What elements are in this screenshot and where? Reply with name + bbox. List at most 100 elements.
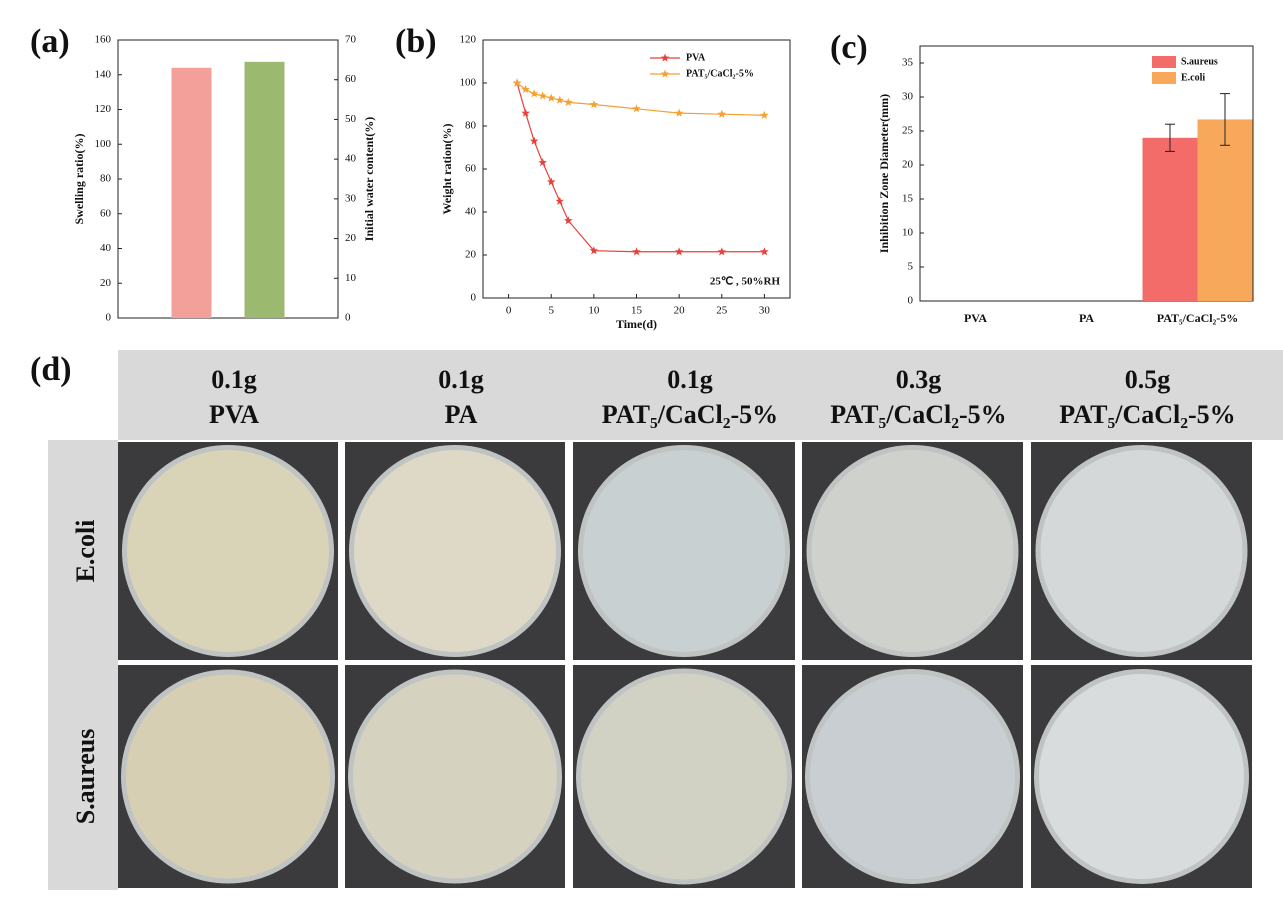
y-tick-label: 35 [902, 57, 914, 69]
column-header: PAT₅/CaCl₂-5% [830, 400, 1006, 429]
point-marker [529, 89, 539, 98]
column-header: PVA [209, 400, 259, 429]
legend-marker [660, 53, 670, 62]
x-axis-label: Time(d) [616, 317, 657, 331]
y2-tick-label: 0 [345, 312, 351, 324]
y-tick-label: 15 [902, 193, 914, 205]
point-marker [760, 110, 769, 119]
y-tick-label: 0 [471, 292, 477, 304]
petri-dish-agar [1040, 450, 1243, 652]
y2-tick-label: 50 [345, 113, 357, 125]
column-header: 0.5g [1125, 365, 1171, 394]
bar [171, 67, 212, 318]
point-marker [760, 247, 769, 256]
y-tick-label: 100 [95, 138, 112, 150]
point-marker [555, 196, 564, 205]
petri-dish-agar [581, 673, 787, 880]
y-tick-label: 140 [95, 68, 112, 80]
point-marker [521, 84, 530, 94]
plot-frame [919, 45, 1254, 302]
y2-axis-label: Initial water content(%) [362, 117, 376, 241]
legend-marker [660, 69, 670, 78]
y-axis-label: Swelling ratio(%) [72, 134, 86, 225]
point-marker [589, 100, 599, 109]
column-header: 0.3g [896, 365, 942, 394]
y-tick-label: 80 [465, 120, 477, 132]
series-line [516, 82, 765, 116]
legend-swatch [1152, 72, 1176, 84]
panel-label: (a) [30, 23, 70, 60]
point-marker [589, 246, 599, 255]
x-tick-label: PA [1079, 311, 1094, 325]
y2-tick-label: 30 [345, 192, 357, 204]
petri-dish-agar [583, 450, 785, 652]
petri-dish-agar [353, 674, 557, 879]
legend-swatch [1152, 56, 1176, 68]
petri-dish-agar [810, 674, 1015, 879]
y-tick-label: 0 [106, 312, 112, 324]
y2-tick-label: 20 [345, 232, 357, 244]
petri-dish-agar [354, 450, 556, 652]
y2-tick-label: 70 [345, 34, 357, 46]
x-tick-label: 20 [674, 305, 686, 317]
x-tick-label: 5 [548, 305, 554, 317]
row-label: E.coli [71, 520, 100, 583]
point-marker [555, 95, 564, 104]
x-tick-label: PVA [964, 311, 987, 325]
y-tick-label: 40 [100, 242, 112, 254]
x-tick-label: 25 [716, 305, 728, 317]
point-marker [521, 108, 530, 117]
panel-label: (d) [30, 351, 72, 388]
x-tick-label: 15 [631, 305, 643, 317]
petri-dish-agar [1039, 674, 1244, 879]
y-tick-label: 60 [100, 207, 112, 219]
bar [1197, 119, 1253, 301]
column-header: 0.1g [667, 365, 713, 394]
y-tick-label: 40 [465, 206, 477, 218]
column-header: PA [445, 400, 478, 429]
point-marker [632, 104, 641, 113]
point-marker [674, 108, 684, 117]
y-tick-label: 80 [100, 173, 112, 185]
series-line [516, 82, 765, 253]
petri-dish-agar [127, 450, 329, 652]
row-label-band [48, 440, 118, 890]
y-tick-label: 20 [465, 249, 477, 261]
point-marker [717, 247, 727, 256]
y-tick-label: 100 [460, 77, 477, 89]
point-marker [564, 216, 573, 225]
y2-tick-label: 40 [345, 153, 357, 165]
column-header: 0.1g [438, 365, 484, 394]
bar [244, 61, 285, 318]
bar [1142, 137, 1198, 301]
y-tick-label: 20 [100, 277, 112, 289]
y-tick-label: 10 [902, 227, 914, 239]
legend-label: S.aureus [1181, 56, 1218, 67]
y-tick-label: 5 [908, 261, 914, 273]
y-tick-label: 30 [902, 91, 914, 103]
y-axis-label: Weight ration(%) [440, 124, 454, 215]
legend-label: E.coli [1181, 72, 1205, 83]
point-marker [538, 91, 547, 100]
point-marker [529, 136, 539, 145]
point-marker [546, 177, 556, 186]
panel-label: (b) [395, 23, 437, 60]
header-band [118, 350, 1283, 440]
error-bar [1165, 123, 1175, 152]
point-marker [674, 247, 684, 256]
point-marker [546, 93, 556, 102]
column-header: PAT₅/CaCl₂-5% [602, 400, 778, 429]
panel-label: (c) [830, 29, 868, 66]
y2-tick-label: 60 [345, 73, 357, 85]
error-bar [1220, 93, 1230, 146]
y-tick-label: 160 [95, 34, 112, 46]
row-label: S.aureus [71, 729, 100, 825]
y-tick-label: 120 [95, 103, 112, 115]
y-tick-label: 60 [465, 163, 477, 175]
y-tick-label: 120 [460, 34, 477, 46]
petri-dish-agar [126, 674, 330, 879]
column-header: PAT₅/CaCl₂-5% [1059, 400, 1235, 429]
x-tick-label: 30 [759, 305, 771, 317]
column-header: 0.1g [211, 365, 257, 394]
